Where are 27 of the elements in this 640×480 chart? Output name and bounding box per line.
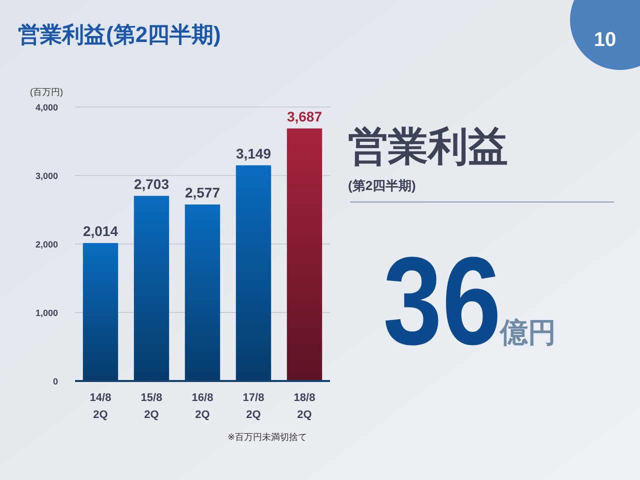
bar <box>184 204 220 381</box>
text: 営業利益 <box>348 125 508 169</box>
text: 億円 <box>499 317 556 348</box>
x-tick-label: 16/8 2Q <box>192 392 214 421</box>
bar <box>286 128 322 381</box>
y-tick-label: 4,000 <box>35 102 58 112</box>
data-label: 2,014 <box>82 223 118 240</box>
data-label: 3,687 <box>286 108 322 124</box>
text: 10 <box>594 29 616 51</box>
data-label: 3,149 <box>236 145 272 162</box>
data-label: 2,703 <box>134 176 170 192</box>
bar <box>82 243 118 381</box>
bar <box>236 165 272 381</box>
text: ※百万円未満切捨て <box>227 432 307 442</box>
x-tick-label: 18/8 2Q <box>294 392 316 421</box>
x-tick-label: 14/8 2Q <box>90 392 112 421</box>
y-tick-label: 1,000 <box>35 308 58 318</box>
x-tick-label: 15/8 2Q <box>140 392 162 421</box>
y-axis-title: (百万円) <box>30 87 63 97</box>
y-tick-label: 3,000 <box>35 171 58 181</box>
y-tick-label: 0 <box>52 376 58 386</box>
y-tick-label: 2,000 <box>35 240 58 250</box>
data-label: 2,577 <box>184 184 220 200</box>
chart-title: 営業利益(第2四半期) <box>18 22 221 47</box>
x-tick-label: 17/8 2Q <box>242 392 264 421</box>
bar <box>134 196 170 381</box>
text: (第2四半期) <box>348 178 416 193</box>
